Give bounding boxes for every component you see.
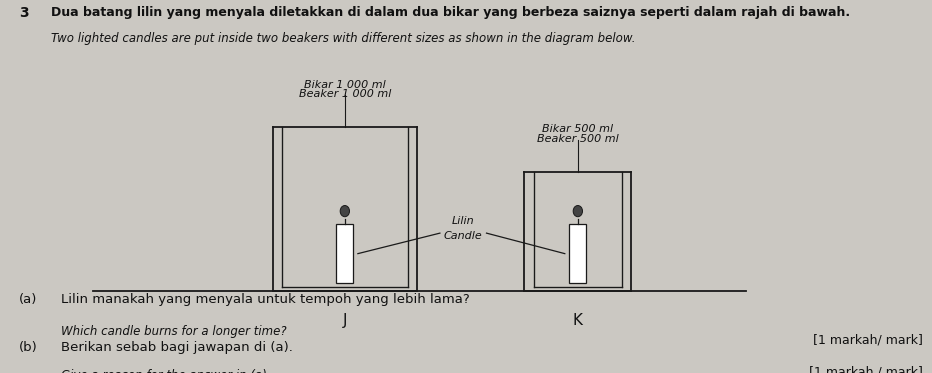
Text: Give a reason for the answer in (a).: Give a reason for the answer in (a). xyxy=(61,369,270,373)
Text: Dua batang lilin yang menyala diletakkan di dalam dua bikar yang berbeza saiznya: Dua batang lilin yang menyala diletakkan… xyxy=(51,6,850,19)
Text: Lilin manakah yang menyala untuk tempoh yang lebih lama?: Lilin manakah yang menyala untuk tempoh … xyxy=(61,293,470,306)
Text: Candle: Candle xyxy=(444,231,483,241)
Text: (a): (a) xyxy=(19,293,37,306)
Text: Berikan sebab bagi jawapan di (a).: Berikan sebab bagi jawapan di (a). xyxy=(61,341,293,354)
Ellipse shape xyxy=(340,206,350,217)
Text: Two lighted candles are put inside two beakers with different sizes as shown in : Two lighted candles are put inside two b… xyxy=(51,32,636,45)
Text: J: J xyxy=(343,313,347,328)
Text: Which candle burns for a longer time?: Which candle burns for a longer time? xyxy=(61,325,286,338)
Text: Beaker 1 000 ml: Beaker 1 000 ml xyxy=(298,89,391,99)
Text: Lilin: Lilin xyxy=(452,216,474,226)
Text: (b): (b) xyxy=(19,341,37,354)
Text: Beaker 500 ml: Beaker 500 ml xyxy=(537,134,619,144)
Bar xyxy=(569,224,586,283)
Ellipse shape xyxy=(573,206,582,217)
Text: [1 markah / mark]: [1 markah / mark] xyxy=(809,366,923,373)
Text: Bikar 1 000 ml: Bikar 1 000 ml xyxy=(304,79,386,90)
Text: Bikar 500 ml: Bikar 500 ml xyxy=(542,124,613,134)
Text: [1 markah/ mark]: [1 markah/ mark] xyxy=(813,334,923,347)
Bar xyxy=(336,224,353,283)
Text: K: K xyxy=(573,313,582,328)
Text: 3: 3 xyxy=(19,6,28,20)
